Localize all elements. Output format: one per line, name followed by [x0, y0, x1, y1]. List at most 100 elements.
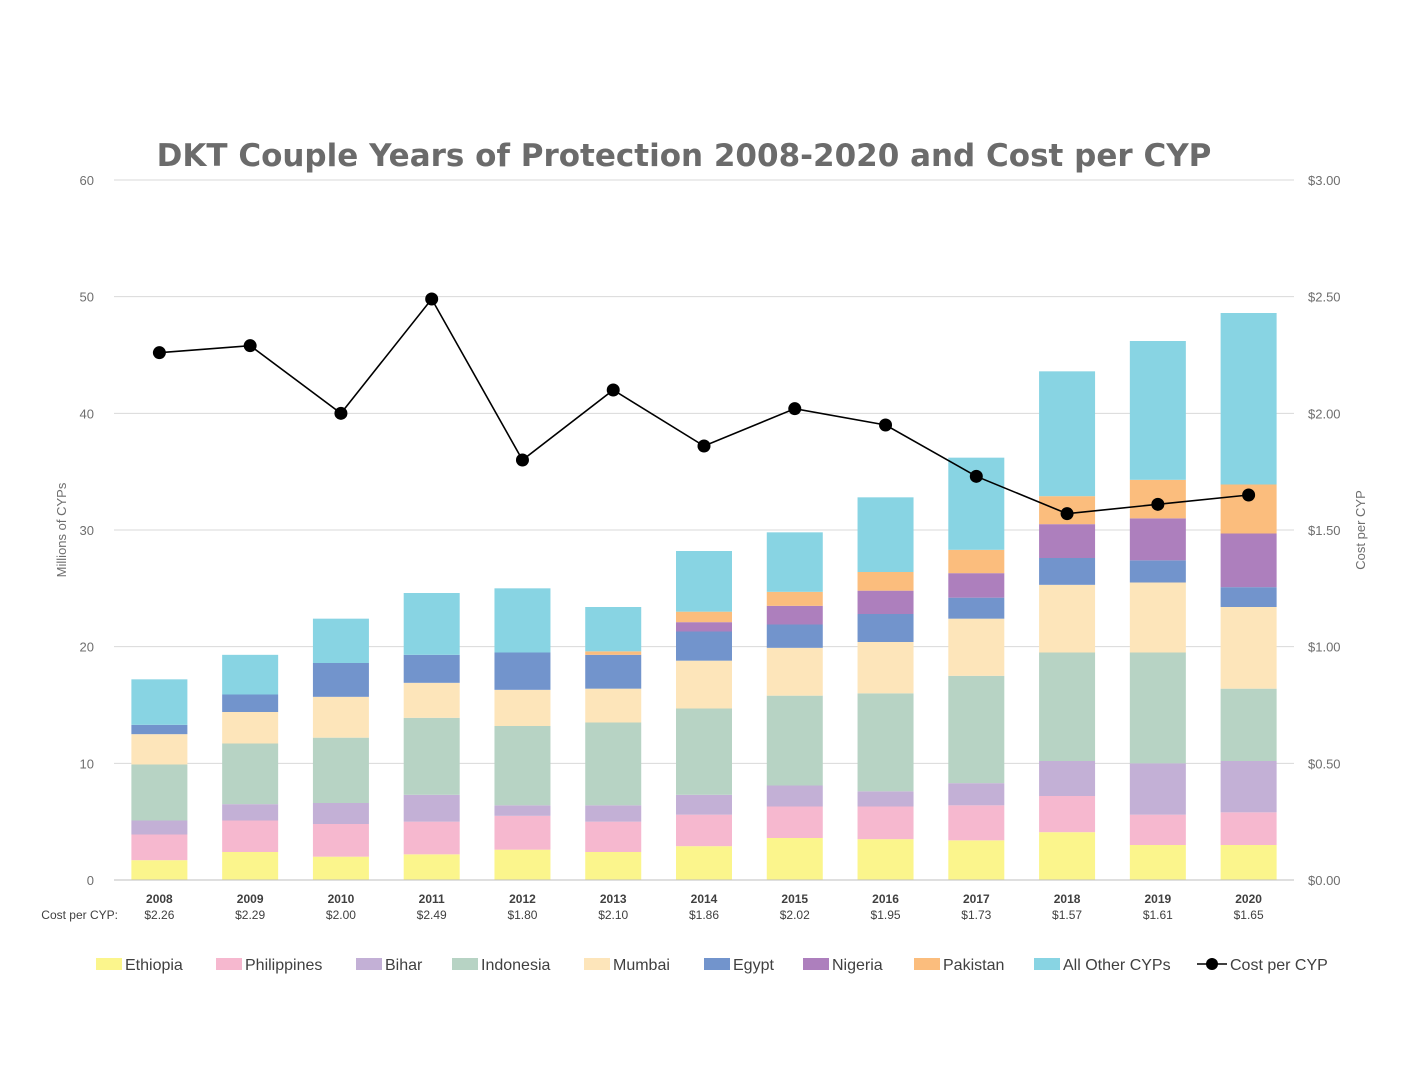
bar-segment-all-other-cyps — [857, 497, 914, 572]
right-tick-label: $1.50 — [1308, 523, 1341, 538]
cost-point — [1060, 507, 1074, 521]
stacked-bars — [131, 313, 1277, 880]
cost-value-label: $1.61 — [1143, 908, 1173, 922]
bar-segment-egypt — [131, 724, 188, 735]
x-axis-labels: 2008 $2.26 2009 $2.29 2010 $2.00 2011 $2.49 2012… — [144, 892, 1264, 922]
bar-segment-mumbai — [857, 642, 914, 694]
bar-segment-egypt — [766, 624, 823, 648]
bar-segment-pakistan — [948, 549, 1005, 574]
cost-point — [515, 453, 529, 467]
bar-segment-indonesia — [494, 726, 551, 806]
bar-segment-bihar — [131, 820, 188, 835]
bar-segment-ethiopia — [403, 854, 460, 880]
bar-segment-ethiopia — [312, 856, 369, 880]
bar-segment-philippines — [1129, 814, 1186, 845]
bar-segment-all-other-cyps — [1220, 313, 1277, 485]
bar-segment-mumbai — [1220, 607, 1277, 689]
bar-segment-pakistan — [585, 651, 642, 655]
bar-segment-ethiopia — [494, 849, 551, 880]
legend-label: Philippines — [245, 957, 322, 974]
bar-segment-bihar — [494, 805, 551, 816]
legend-swatch — [803, 958, 829, 970]
bar-segment-bihar — [312, 803, 369, 824]
legend-label: Indonesia — [481, 957, 550, 974]
bar-segment-all-other-cyps — [676, 551, 732, 612]
bar-segment-ethiopia — [766, 838, 823, 880]
legend-label: Mumbai — [613, 957, 670, 974]
bar-segment-philippines — [676, 814, 732, 847]
bar-segment-egypt — [312, 663, 369, 697]
bar-segment-philippines — [222, 820, 279, 852]
bar-segment-bihar — [1220, 761, 1277, 813]
bar-segment-philippines — [131, 834, 188, 861]
cost-value-label: $2.26 — [144, 908, 174, 922]
legend-swatch — [914, 958, 940, 970]
cost-point — [969, 469, 983, 483]
bar-segment-indonesia — [766, 695, 823, 786]
legend: Ethiopia Philippines Bihar Indonesia Mumbai E… — [96, 957, 1328, 974]
bar-segment-mumbai — [403, 682, 460, 718]
x-category-label: 2015 — [781, 892, 808, 906]
cost-point — [606, 383, 620, 397]
bar-segment-all-other-cyps — [222, 654, 279, 695]
bar-segment-all-other-cyps — [585, 607, 642, 652]
x-category-label: 2009 — [237, 892, 264, 906]
legend-label: All Other CYPs — [1063, 957, 1171, 974]
legend-swatch — [452, 958, 478, 970]
bar-segment-mumbai — [312, 696, 369, 738]
cost-row-label: Cost per CYP: — [41, 908, 118, 922]
bar-segment-indonesia — [1129, 652, 1186, 764]
bar-segment-indonesia — [403, 717, 460, 795]
cost-value-label: $1.73 — [961, 908, 991, 922]
bar-segment-philippines — [494, 815, 551, 850]
bar-segment-egypt — [1039, 558, 1096, 585]
legend-label: Egypt — [733, 957, 774, 974]
right-tick-label: $2.00 — [1308, 406, 1341, 421]
x-category-label: 2013 — [600, 892, 627, 906]
cost-per-cyp-line — [152, 292, 1256, 521]
right-tick-label: $0.00 — [1308, 873, 1341, 888]
bar-segment-mumbai — [585, 688, 642, 723]
right-tick-label: $0.50 — [1308, 756, 1341, 771]
cost-point — [425, 292, 439, 306]
legend-label: Nigeria — [832, 957, 883, 974]
cost-value-label: $2.02 — [780, 908, 810, 922]
bar-segment-mumbai — [222, 712, 279, 744]
left-tick-label: 40 — [80, 406, 94, 421]
bar-segment-all-other-cyps — [494, 588, 551, 653]
bar-segment-mumbai — [766, 647, 823, 696]
legend-swatch — [216, 958, 242, 970]
bar-segment-indonesia — [1039, 652, 1096, 761]
cost-point — [1151, 497, 1165, 511]
bar-segment-all-other-cyps — [1039, 371, 1096, 497]
x-category-label: 2012 — [509, 892, 536, 906]
cost-value-label: $1.80 — [507, 908, 537, 922]
bar-segment-all-other-cyps — [131, 679, 188, 725]
bar-segment-egypt — [403, 654, 460, 683]
bar-segment-mumbai — [494, 689, 551, 726]
x-category-label: 2018 — [1054, 892, 1081, 906]
bar-segment-all-other-cyps — [766, 532, 823, 592]
legend-swatch — [356, 958, 382, 970]
bar-segment-philippines — [585, 821, 642, 852]
bar-segment-indonesia — [222, 743, 279, 805]
x-category-label: 2019 — [1144, 892, 1171, 906]
bar-segment-philippines — [948, 805, 1005, 841]
bar-segment-ethiopia — [676, 846, 732, 880]
legend-swatch — [96, 958, 122, 970]
gridlines — [114, 179, 1294, 764]
bar-segment-philippines — [857, 806, 914, 840]
right-tick-label: $3.00 — [1308, 173, 1341, 188]
x-category-label: 2011 — [419, 892, 445, 906]
bar-segment-mumbai — [131, 734, 188, 765]
bar-segment-bihar — [585, 805, 642, 822]
bar-segment-nigeria — [676, 622, 732, 632]
bar-segment-all-other-cyps — [403, 593, 460, 655]
bar-segment-ethiopia — [1129, 845, 1186, 880]
x-category-label: 2017 — [963, 892, 990, 906]
bar-segment-indonesia — [131, 764, 188, 821]
bar-segment-mumbai — [676, 660, 732, 709]
cost-value-label: $2.49 — [417, 908, 447, 922]
bar-segment-ethiopia — [585, 852, 642, 880]
bar-segment-mumbai — [948, 618, 1005, 676]
